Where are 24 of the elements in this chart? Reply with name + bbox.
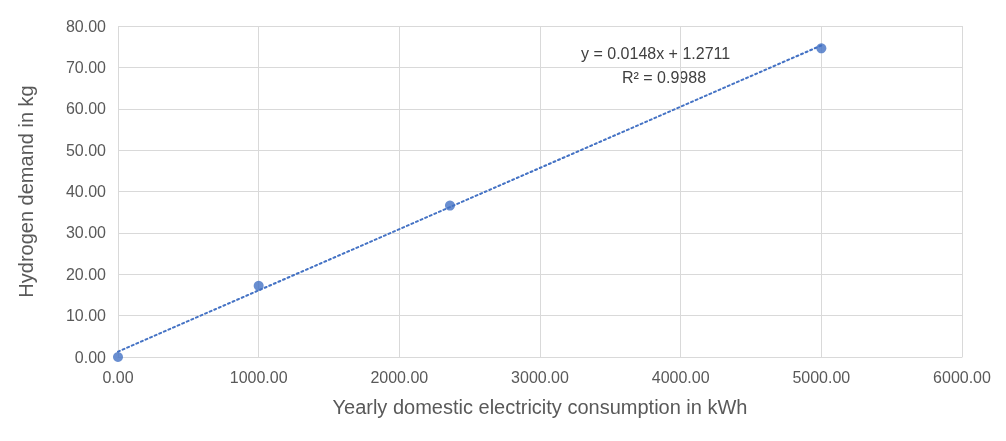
y-axis-title: Hydrogen demand in kg: [15, 85, 37, 298]
y-tick-label: 30.00: [65, 224, 107, 242]
x-tick-label: 4000.00: [651, 368, 710, 386]
annotation: R² = 0.9988: [622, 68, 707, 86]
x-axis-title: Yearly domestic electricity consumption in kWh: [332, 396, 748, 418]
x-tick-label: 3000.00: [511, 368, 570, 386]
y-tick-label: 50.00: [65, 141, 107, 159]
y-tick-label: 20.00: [65, 265, 107, 283]
point: [444, 200, 455, 211]
y-tick-label: 60.00: [65, 100, 107, 118]
y-tick-label: 70.00: [65, 58, 107, 76]
annotation: y = 0.0148x + 1.2711: [581, 44, 731, 62]
y-tick-label: 10.00: [65, 307, 107, 325]
x-tick-label: 1000.00: [229, 368, 288, 386]
x-tick-label: 2000.00: [370, 368, 429, 386]
x-tick-label: 6000.00: [933, 368, 992, 386]
y-tick-label: 80.00: [65, 17, 107, 35]
x-tick-label: 5000.00: [792, 368, 851, 386]
point: [113, 352, 123, 362]
point: [816, 43, 827, 54]
y-tick-label: 40.00: [65, 183, 107, 200]
x-tick-label: 0.00: [102, 368, 134, 386]
y-tick-label: 0.00: [74, 348, 107, 366]
point: [253, 280, 264, 291]
